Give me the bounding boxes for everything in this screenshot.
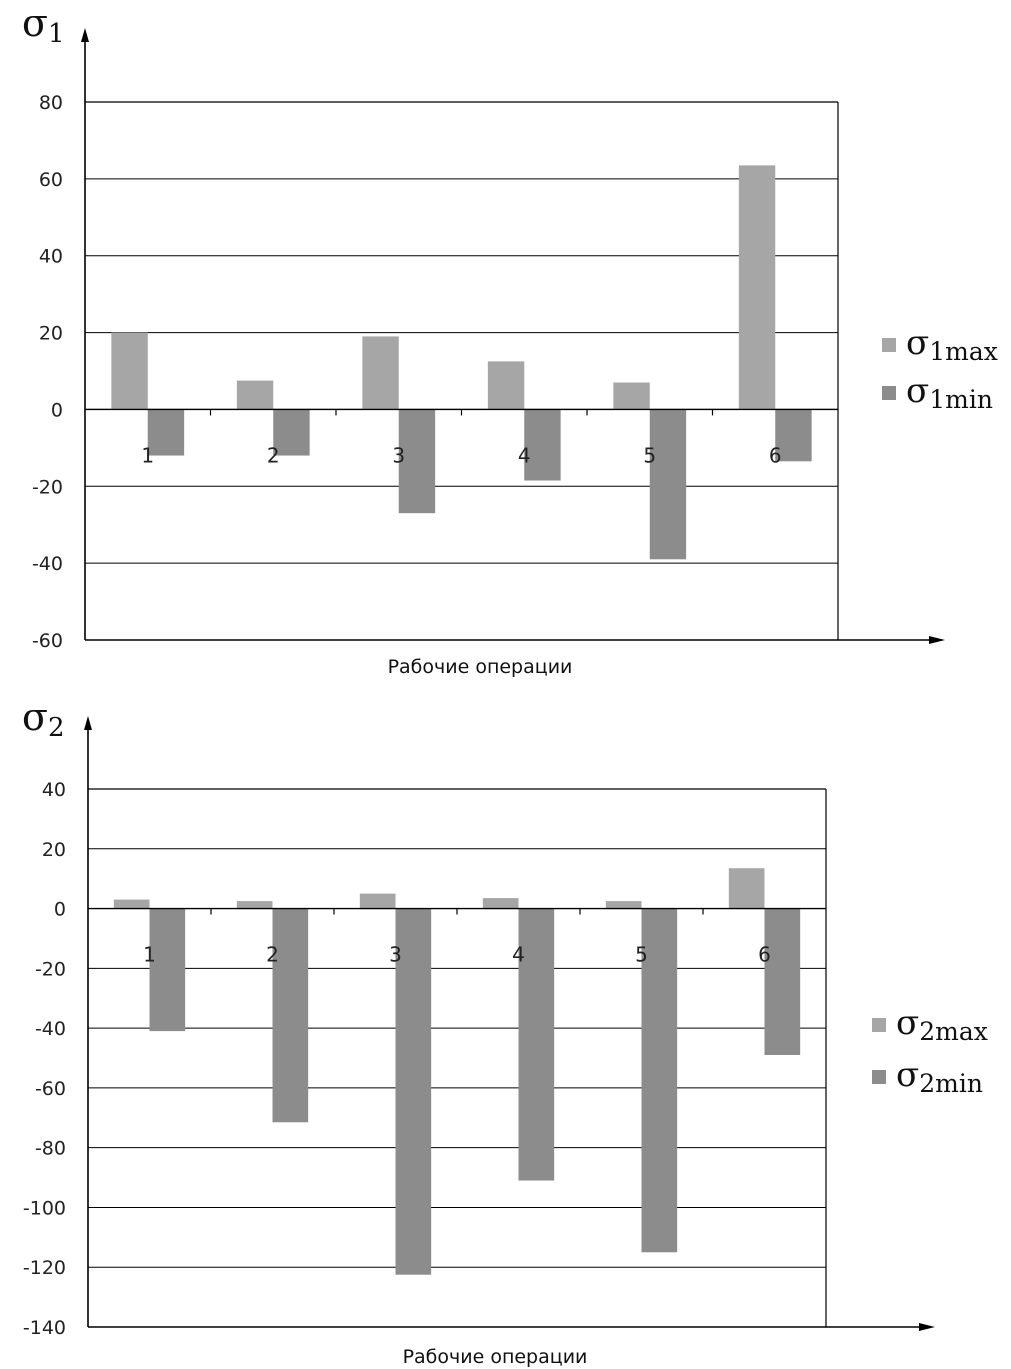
bar-2min <box>395 908 432 1275</box>
legend-swatch <box>872 1018 886 1032</box>
category-label: 2 <box>266 943 279 967</box>
y-tick-label: -60 <box>35 1078 66 1100</box>
legend-swatch <box>882 338 896 352</box>
bar-2min <box>149 908 186 1032</box>
bar-2max <box>236 901 273 909</box>
y-tick-label: -140 <box>23 1317 66 1339</box>
bar-1min <box>398 409 436 514</box>
y-tick-label: 40 <box>39 246 63 268</box>
bar-2max <box>359 893 396 909</box>
category-label: 3 <box>389 943 402 967</box>
category-label: 5 <box>635 943 648 967</box>
y-tick-label: 80 <box>39 92 63 114</box>
y-tick-label: 20 <box>39 323 63 345</box>
x-axis-arrow <box>919 1323 935 1331</box>
x-axis-arrow <box>929 636 945 644</box>
bar-1max <box>362 336 399 410</box>
bar-2max <box>113 899 150 909</box>
y-tick-label: 0 <box>51 399 63 421</box>
y-tick-label: -40 <box>32 553 63 575</box>
bar-2min <box>272 908 309 1123</box>
bar-1min <box>775 409 812 462</box>
y-tick-label: -120 <box>23 1257 66 1279</box>
bar-2min <box>641 908 678 1253</box>
y-axis-label: σ1 <box>22 1 65 49</box>
y-tick-label: -20 <box>35 958 66 980</box>
x-axis-label: Рабочие операции <box>403 1346 588 1368</box>
category-label: 4 <box>512 943 525 967</box>
y-axis-arrow <box>81 28 89 42</box>
bar-1max <box>613 382 650 410</box>
y-tick-label: -60 <box>32 630 63 652</box>
bar-1min <box>147 409 185 456</box>
y-tick-label: -40 <box>35 1018 66 1040</box>
category-label: 4 <box>518 443 531 467</box>
y-tick-label: -100 <box>23 1197 66 1219</box>
y-tick-label: -20 <box>32 476 63 498</box>
bar-1min <box>524 409 561 481</box>
y-tick-label: -80 <box>35 1138 66 1160</box>
category-label: 6 <box>769 443 782 467</box>
legend-swatch <box>882 386 896 400</box>
y-tick-label: 20 <box>42 839 66 861</box>
y-tick-label: 0 <box>54 899 66 921</box>
bar-1min <box>649 409 687 560</box>
bar-2max <box>482 898 519 909</box>
y-axis-arrow <box>84 716 92 730</box>
bar-1max <box>111 332 148 410</box>
y-tick-label: 40 <box>42 779 66 801</box>
legend-entry: σ2min <box>896 1055 983 1098</box>
chart-sigma-2: 40 20 0 -20 -40 -60 -80 -100 -120 -140 1 2 3 4 5 6 Рабоч… <box>22 695 988 1368</box>
bar-1min <box>273 409 310 456</box>
bar-1max <box>487 361 525 410</box>
category-label: 2 <box>267 443 280 467</box>
category-label: 6 <box>758 943 771 967</box>
bar-1max <box>738 165 776 410</box>
category-label: 5 <box>643 443 656 467</box>
category-label: 3 <box>392 443 405 467</box>
y-axis-label: σ2 <box>22 695 65 743</box>
legend-entry: σ1min <box>906 371 993 414</box>
chart-sigma-1: 80 60 40 20 0 -20 -40 -60 1 2 3 4 5 6 Рабочие операции… <box>22 1 998 678</box>
category-label: 1 <box>141 443 154 467</box>
y-tick-label: 60 <box>39 169 63 191</box>
legend-entry: σ1max <box>906 323 998 366</box>
legend-swatch <box>872 1070 886 1084</box>
bar-2min <box>518 908 555 1181</box>
bar-2min <box>764 908 801 1056</box>
bar-2max <box>728 868 765 909</box>
bar-2max <box>605 901 642 909</box>
bar-1max <box>236 380 274 410</box>
category-label: 1 <box>143 943 156 967</box>
x-axis-label: Рабочие операции <box>388 656 573 678</box>
legend-entry: σ2max <box>896 1003 988 1046</box>
